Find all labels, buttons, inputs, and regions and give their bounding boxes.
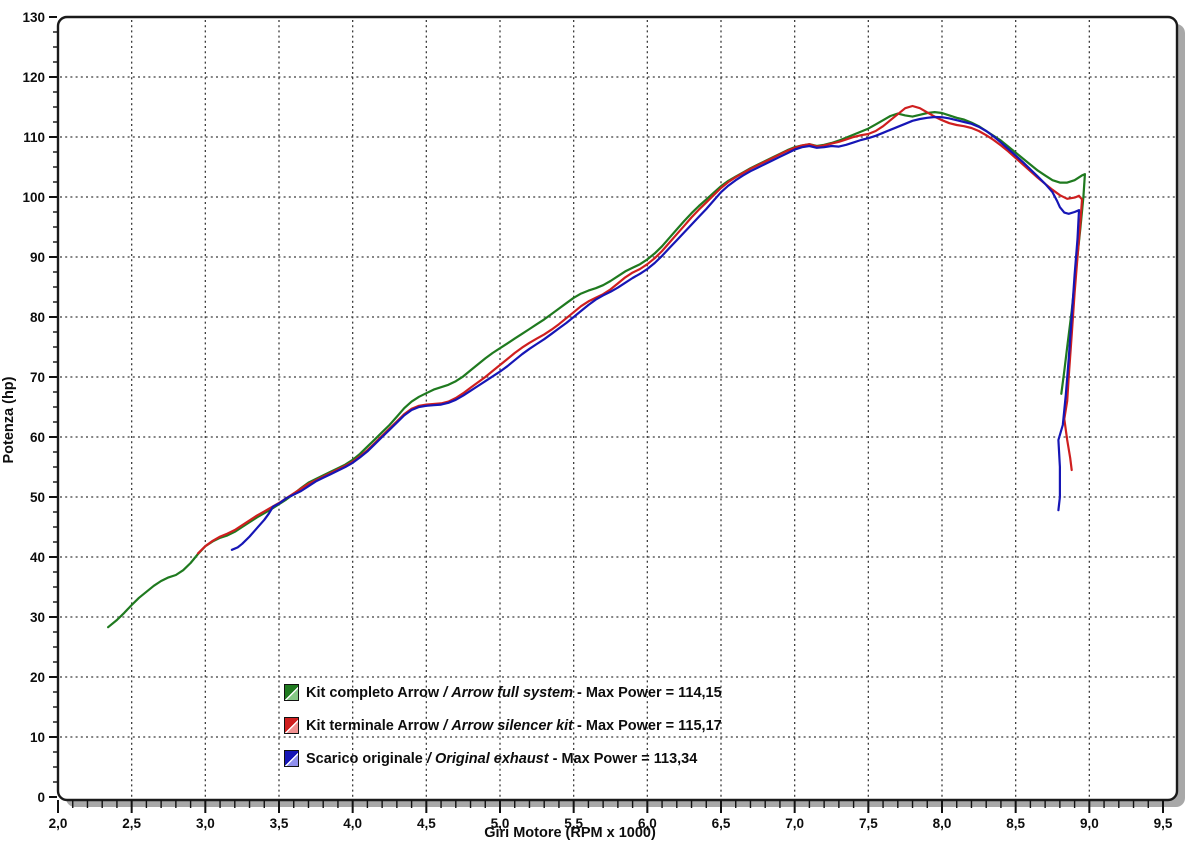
y-tick-label: 70 (30, 370, 45, 385)
x-tick-label: 2,5 (122, 816, 141, 831)
y-axis-title: Potenza (hp) (1, 376, 17, 464)
legend-swatch-icon (284, 750, 299, 767)
x-tick-label: 5,0 (491, 816, 510, 831)
legend-item-1: Kit terminale Arrow / Arrow silencer kit… (284, 709, 722, 742)
legend-text-sep: / (422, 750, 435, 767)
x-tick-label: 9,0 (1080, 816, 1099, 831)
legend-text-max: - Max Power = 115,17 (573, 717, 722, 734)
legend-text-sep: / (439, 717, 452, 734)
legend-item-2: Scarico originale / Original exhaust - M… (284, 742, 722, 775)
y-tick-label: 90 (30, 250, 45, 265)
legend-text-max: - Max Power = 114,15 (572, 684, 722, 701)
legend-text-it: Kit completo Arrow (306, 684, 440, 701)
y-tick-label: 40 (30, 550, 45, 565)
x-tick-label: 6,0 (638, 816, 657, 831)
x-tick-label: 2,0 (49, 816, 68, 831)
y-tick-label: 50 (30, 490, 45, 505)
legend-item-0: Kit completo Arrow / Arrow full system -… (284, 676, 722, 709)
legend-text-en: Arrow full system (451, 684, 573, 701)
legend-text-max: - Max Power = 113,34 (548, 750, 698, 767)
x-tick-label: 7,5 (859, 816, 878, 831)
y-tick-label: 120 (22, 70, 45, 85)
x-tick-label: 8,0 (933, 816, 952, 831)
y-tick-label: 130 (22, 10, 45, 25)
x-tick-label: 8,5 (1006, 816, 1025, 831)
y-tick-label: 100 (22, 190, 45, 205)
x-tick-label: 5,5 (564, 816, 583, 831)
legend-swatch-icon (284, 684, 299, 701)
y-tick-label: 0 (37, 790, 45, 805)
x-tick-label: 4,0 (343, 816, 362, 831)
plot-frame-fill (58, 17, 1177, 800)
y-tick-label: 10 (30, 730, 45, 745)
legend-text-en: Arrow silencer kit (451, 717, 573, 734)
legend-text-it: Scarico originale (306, 750, 423, 767)
y-tick-label: 80 (30, 310, 45, 325)
legend: Kit completo Arrow / Arrow full system -… (284, 676, 722, 775)
legend-text-en: Original exhaust (434, 750, 549, 767)
series-curve-2 (230, 115, 1081, 551)
y-tick-label: 30 (30, 610, 45, 625)
legend-text-sep: / (439, 684, 452, 701)
x-tick-label: 3,0 (196, 816, 215, 831)
x-tick-label: 9,5 (1154, 816, 1173, 831)
x-tick-label: 4,5 (417, 816, 436, 831)
x-tick-label: 7,0 (785, 816, 804, 831)
legend-text-it: Kit terminale Arrow (306, 717, 440, 734)
y-tick-label: 20 (30, 670, 45, 685)
y-tick-label: 60 (30, 430, 45, 445)
x-tick-label: 6,5 (712, 816, 731, 831)
x-tick-label: 3,5 (270, 816, 289, 831)
x-axis-title: Giri Motore (RPM x 1000) (484, 825, 656, 841)
y-tick-label: 110 (23, 130, 45, 145)
legend-swatch-icon (284, 717, 299, 734)
